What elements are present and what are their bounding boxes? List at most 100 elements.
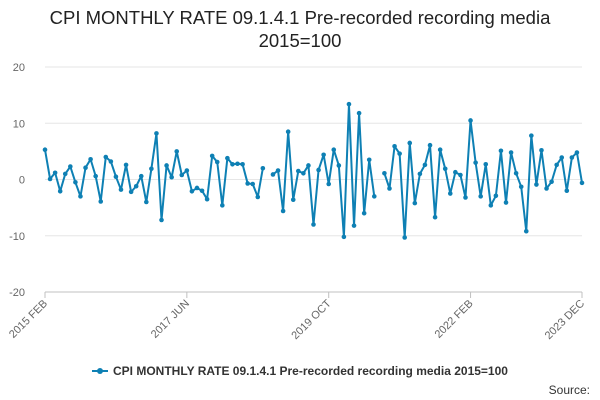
data-point [498, 148, 504, 154]
data-point [88, 156, 93, 162]
data-point [559, 155, 565, 160]
series-line [44, 103, 583, 239]
data-point [149, 166, 154, 172]
data-point [356, 110, 362, 116]
data-point [564, 188, 570, 194]
data-point [407, 140, 413, 146]
data-point [321, 152, 326, 158]
data-point [204, 196, 210, 202]
x-tick-label: 2017 JUN [149, 298, 192, 341]
data-point [73, 180, 78, 185]
y-tick-label: 0 [19, 175, 25, 187]
data-point [250, 181, 256, 187]
chart-title-line-2: 2015=100 [258, 30, 342, 51]
data-point [453, 169, 458, 175]
data-point [138, 173, 144, 179]
data-point [483, 162, 489, 167]
data-point [230, 162, 235, 167]
data-point [437, 147, 443, 152]
data-point [164, 163, 169, 168]
data-point [508, 150, 514, 155]
legend[interactable]: CPI MONTHLY RATE 09.1.4.1 Pre-recorded r… [0, 364, 600, 378]
data-point [331, 147, 337, 152]
data-point [199, 188, 205, 194]
data-point [529, 133, 534, 138]
data-point [402, 235, 407, 240]
data-point [108, 159, 114, 164]
plot-area [42, 101, 585, 240]
data-point [554, 162, 559, 168]
data-point [574, 150, 580, 155]
data-point [240, 162, 245, 167]
data-point [214, 159, 220, 165]
y-tick-label: 10 [13, 118, 25, 130]
data-point [432, 214, 438, 220]
data-point [392, 144, 397, 149]
data-point [194, 185, 200, 191]
data-point [306, 163, 311, 168]
data-point [544, 186, 549, 191]
data-point [311, 222, 316, 227]
data-point [174, 149, 180, 154]
data-point [179, 172, 185, 178]
data-point [98, 199, 104, 204]
data-point [83, 165, 88, 170]
x-tick-label: 2022 FEB [433, 298, 476, 341]
source-label: Source: [548, 383, 590, 397]
data-point [275, 168, 281, 173]
data-point [442, 166, 448, 172]
data-point [189, 189, 195, 194]
data-point [260, 165, 266, 171]
data-point [255, 194, 261, 200]
data-point [326, 181, 332, 187]
data-point [144, 199, 149, 205]
data-point [382, 171, 387, 176]
data-point [225, 155, 230, 161]
data-point [503, 200, 509, 205]
data-point [412, 200, 418, 206]
data-point [301, 171, 306, 176]
data-point [346, 101, 352, 107]
data-point [133, 183, 139, 189]
x-tick-label: 2023 DEC [543, 298, 587, 342]
legend-label: CPI MONTHLY RATE 09.1.4.1 Pre-recorded r… [113, 364, 508, 378]
data-point [128, 189, 134, 195]
data-point [235, 161, 240, 167]
data-point [422, 162, 428, 168]
data-point [518, 184, 524, 190]
data-point [220, 203, 225, 208]
data-point [270, 172, 276, 177]
legend-swatch-icon [92, 367, 109, 374]
data-point [47, 176, 53, 182]
data-point [118, 187, 124, 192]
x-axis: 2015 FEB 2017 JUN 2019 OCT 2022 FEB 2023 DEC [7, 291, 587, 342]
data-point [290, 197, 296, 203]
data-point [361, 210, 367, 216]
data-point [316, 167, 321, 173]
data-point [397, 151, 402, 156]
data-point [351, 223, 357, 228]
data-point [417, 171, 423, 177]
data-point [468, 118, 473, 123]
data-point [427, 142, 433, 148]
y-tick-label: -20 [9, 287, 25, 299]
data-point [341, 234, 347, 240]
data-point [387, 186, 392, 191]
data-point [549, 179, 554, 185]
chart-title-line-1: CPI MONTHLY RATE 09.1.4.1 Pre-recorded r… [49, 7, 551, 28]
data-point [280, 208, 286, 214]
data-point [366, 157, 372, 163]
data-point [296, 168, 301, 174]
data-point [93, 173, 98, 179]
data-point [78, 194, 83, 199]
y-tick-label: 20 [13, 62, 25, 74]
data-point [523, 228, 529, 234]
data-point [113, 174, 119, 179]
data-point [285, 129, 291, 134]
data-point [184, 168, 190, 173]
data-point [513, 171, 519, 176]
grid-lines [45, 66, 582, 293]
data-point [42, 147, 48, 152]
data-point [473, 160, 478, 165]
